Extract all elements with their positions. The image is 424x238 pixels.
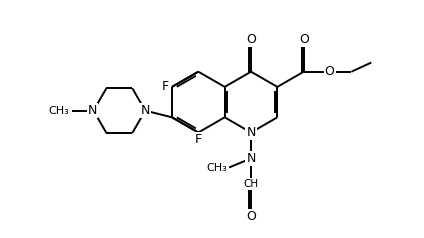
Text: N: N — [140, 104, 150, 117]
Text: N: N — [88, 104, 98, 117]
Text: F: F — [162, 79, 169, 93]
Text: N: N — [246, 126, 256, 139]
Text: F: F — [195, 133, 202, 146]
Text: O: O — [246, 33, 256, 46]
Text: O: O — [246, 209, 256, 223]
Text: O: O — [325, 65, 335, 78]
Text: O: O — [299, 33, 309, 46]
Text: CH₃: CH₃ — [49, 106, 70, 116]
Text: N: N — [246, 152, 256, 165]
Text: CH: CH — [243, 179, 259, 189]
Text: CH₃: CH₃ — [206, 163, 227, 173]
